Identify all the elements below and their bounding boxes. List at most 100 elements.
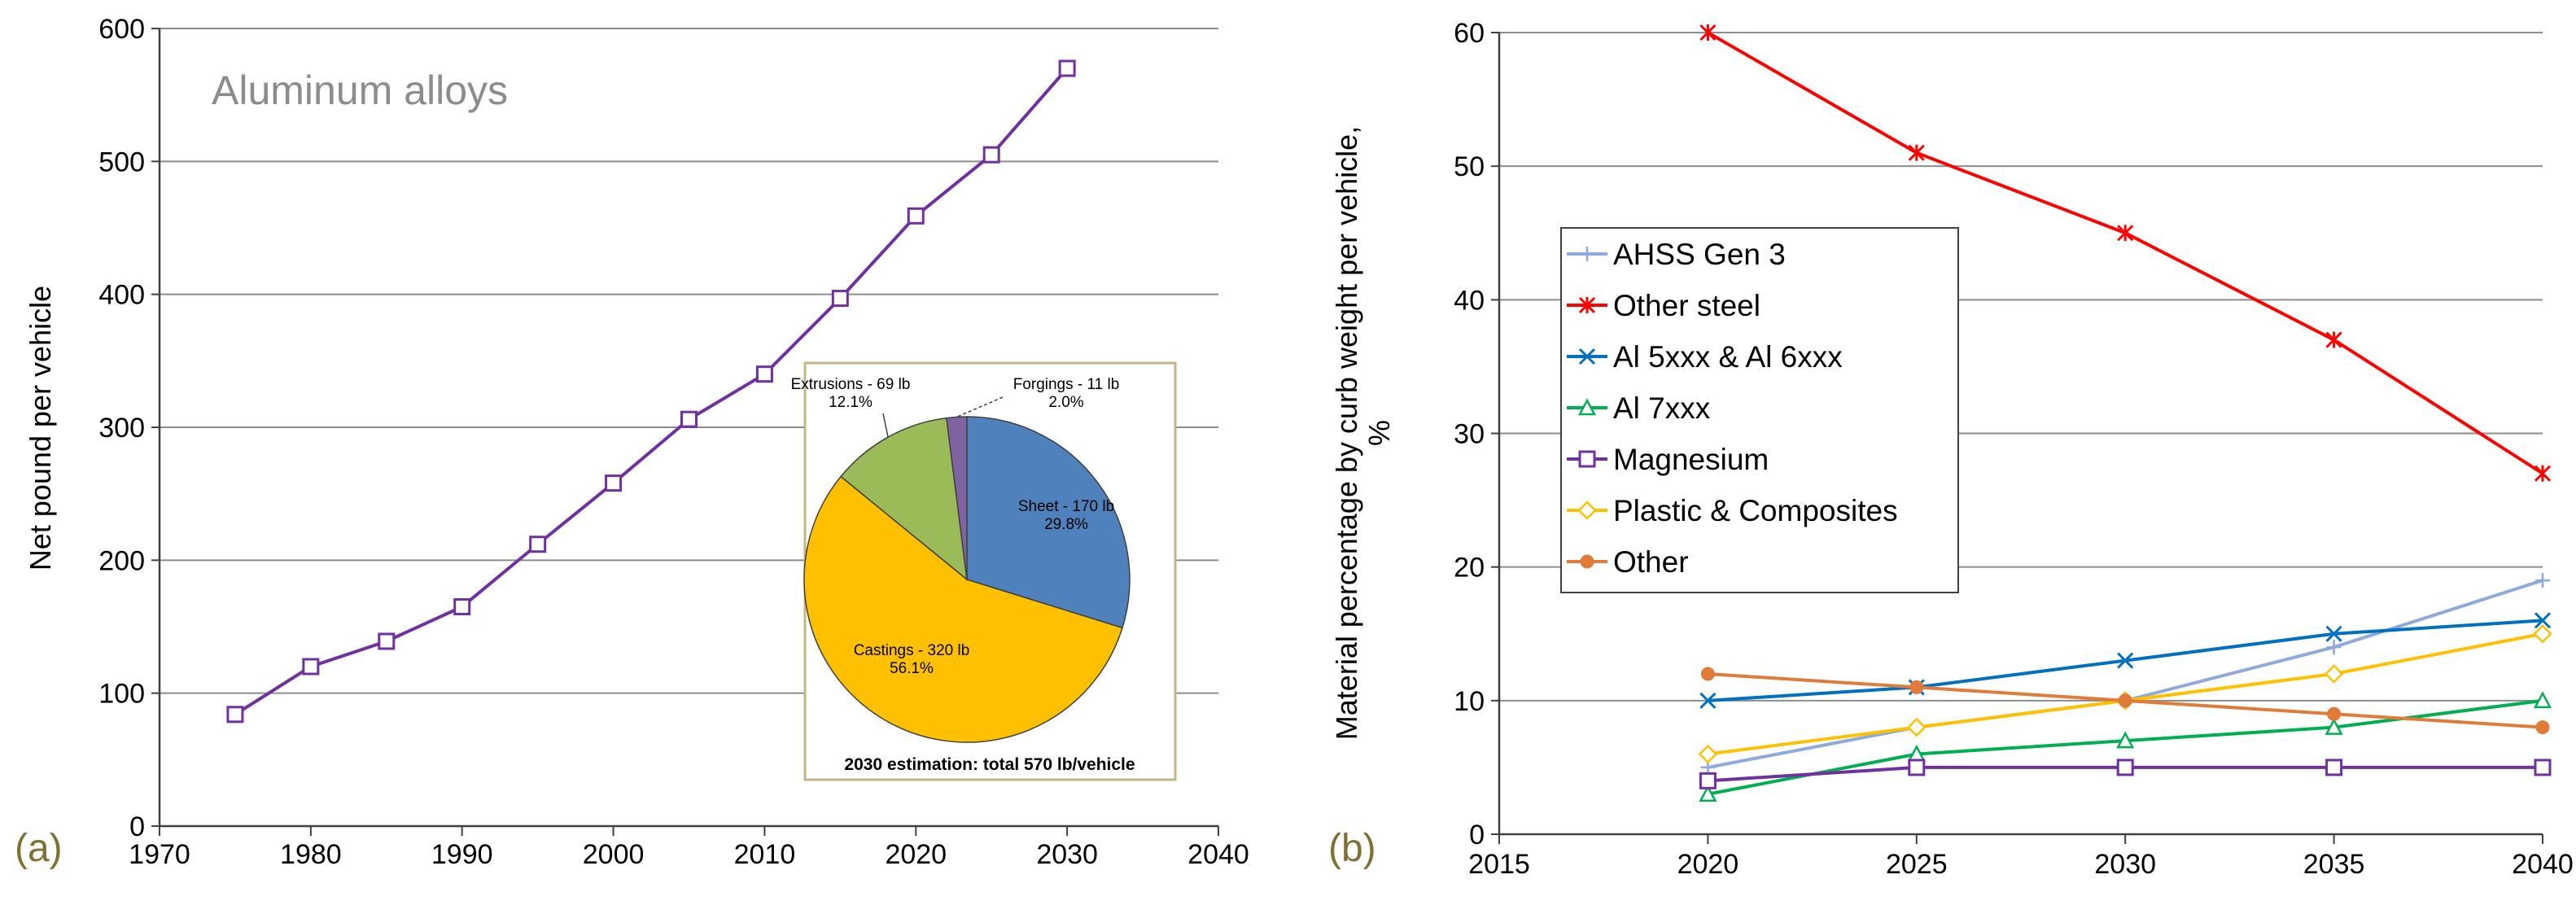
chart_data.1-x-tick-label: 2030	[2094, 849, 2156, 880]
data-point-al-5xxx-al-6xxx-shape	[2534, 612, 2552, 629]
data-point-al-5xxx-al-6xxx-shape	[2117, 652, 2134, 669]
data-point-other	[2327, 706, 2342, 721]
panel-b-y-axis-label-unit: %	[1362, 420, 1396, 446]
data-point-plastic-composites-shape	[1907, 717, 1927, 737]
data-point-other-steel	[1908, 144, 1925, 161]
pie-slice-extrusions	[840, 417, 968, 581]
data-point-other-steel-shape	[2325, 331, 2342, 348]
legend-swatch-marker-shape	[1578, 450, 1596, 468]
data-point-al-7xxx-shape	[2325, 717, 2343, 735]
data-point-aluminum-alloys-shape	[302, 658, 320, 676]
data-point-aluminum-alloys-shape	[755, 365, 773, 383]
pie-leader-forgings	[956, 396, 1004, 418]
legend-label: Al 5xxx & Al 6xxx	[1613, 340, 1843, 374]
pie-pct-extrusions: 12.1%	[829, 394, 873, 411]
legend-label: Plastic & Composites	[1613, 494, 1898, 527]
chart_data.0-x-tick-label: 1980	[280, 839, 342, 870]
data-point-other	[1700, 667, 1715, 681]
data-point-other-steel-shape	[1908, 144, 1925, 161]
pie-leader-extrusions	[882, 413, 889, 438]
data-point-magnesium-shape	[1908, 759, 1926, 776]
chart_data.0-y-tick-label: 300	[98, 413, 145, 444]
data-point-other-shape	[2327, 706, 2342, 721]
legend-label: Al 7xxx	[1613, 391, 1711, 425]
legend-swatch-marker-shape	[1577, 398, 1597, 416]
data-point-aluminum-alloys-shape	[605, 474, 623, 492]
data-point-aluminum-alloys	[680, 410, 698, 428]
legend-label: Other steel	[1613, 289, 1760, 322]
data-point-aluminum-alloys-shape	[453, 598, 471, 615]
chart_data.0-x-tick-label: 1970	[129, 839, 190, 870]
data-point-al-7xxx	[2116, 731, 2135, 749]
legend-label: Magnesium	[1613, 443, 1769, 476]
chart_data.0-y-tick-label: 100	[98, 679, 145, 710]
legend-swatch-marker	[1580, 554, 1594, 569]
data-point-magnesium	[2325, 759, 2343, 776]
chart_data.0-y-tick-label: 0	[129, 811, 145, 842]
data-point-other-shape	[1909, 680, 1924, 694]
pie-slice-forgings	[946, 416, 968, 580]
legend: AHSS Gen 3 Other steel Al 5xxx & Al 6xxx Al…	[1560, 227, 1959, 593]
data-point-aluminum-alloys-shape	[982, 146, 1000, 164]
data-point-other	[1909, 680, 1924, 694]
data-point-al-5xxx-al-6xxx-shape	[2325, 625, 2342, 642]
data-point-aluminum-alloys-shape	[529, 536, 547, 553]
series-line-aluminum-alloys	[234, 67, 1069, 716]
data-point-aluminum-alloys-shape	[831, 290, 849, 308]
data-point-ahss-gen-3-shape	[2535, 573, 2550, 588]
data-point-plastic-composites	[1907, 717, 1927, 737]
data-point-ahss-gen-3	[2326, 640, 2342, 655]
chart_data.0-x-tick-label: 2030	[1036, 839, 1098, 870]
data-point-al-5xxx-al-6xxx	[2534, 612, 2552, 629]
legend-box	[1560, 227, 1959, 593]
data-point-other-steel-shape	[2534, 465, 2552, 482]
data-point-plastic-composites	[2324, 664, 2344, 684]
data-point-al-7xxx	[2533, 691, 2552, 709]
pie-pct-sheet: 29.8%	[1044, 516, 1088, 533]
chart_data.0-x-tick-label: 1990	[431, 839, 493, 870]
data-point-aluminum-alloys	[302, 658, 320, 676]
pie-slice-castings	[803, 475, 1123, 743]
data-point-aluminum-alloys	[378, 632, 396, 650]
legend-item-magnesium: Magnesium	[1567, 443, 1769, 476]
data-point-magnesium-shape	[2325, 759, 2343, 776]
legend-swatch-marker-shape	[1578, 348, 1596, 365]
legend-swatch-marker-shape	[1580, 247, 1594, 261]
data-point-plastic-composites-shape	[1698, 744, 1718, 764]
panel-a-label: (a)	[15, 827, 63, 870]
data-point-plastic-composites-shape	[2324, 664, 2344, 684]
chart_data.1-y-tick-label: 10	[1454, 686, 1485, 717]
data-point-magnesium-shape	[2534, 759, 2552, 776]
pie-pct-forgings: 2.0%	[1048, 394, 1083, 411]
pie-slice-sheet	[966, 416, 1131, 629]
data-point-ahss-gen-3-shape	[2326, 640, 2342, 655]
data-point-magnesium-shape	[1699, 772, 1717, 789]
data-point-other	[2535, 720, 2550, 735]
data-point-al-7xxx	[2325, 717, 2343, 735]
legend-item-ahss-gen-3: AHSS Gen 3	[1567, 238, 1786, 271]
data-point-plastic-composites-shape	[2533, 623, 2552, 644]
pie-label-extrusions: Extrusions - 69 lb	[791, 376, 911, 393]
data-point-al-7xxx	[1699, 785, 1717, 802]
legend-swatch-marker-shape	[1577, 501, 1597, 520]
data-point-al-7xxx-shape	[2533, 691, 2552, 709]
data-point-plastic-composites	[1698, 744, 1718, 764]
legend-label: AHSS Gen 3	[1613, 238, 1786, 271]
panel-a-y-axis-label: Net pound per vehicle	[24, 286, 57, 571]
chart_data.0-x-tick-label: 2000	[583, 839, 645, 870]
legend-swatch-marker-shape	[1580, 554, 1594, 569]
data-point-plastic-composites	[2533, 623, 2552, 644]
chart_data.0-y-tick-label: 200	[98, 545, 145, 576]
data-point-other-steel-shape	[2117, 225, 2134, 242]
legend-item-other: Other	[1567, 545, 1689, 579]
pie-pct-castings: 56.1%	[890, 660, 934, 677]
data-point-aluminum-alloys-shape	[680, 410, 698, 428]
pie-label-forgings: Forgings - 11 lb	[1013, 376, 1120, 393]
chart_data.0-y-tick-label: 600	[98, 14, 145, 45]
legend-item-al-7xxx: Al 7xxx	[1567, 391, 1711, 425]
data-point-magnesium-shape	[2116, 759, 2134, 776]
chart_data.1-y-tick-label: 0	[1469, 820, 1485, 851]
data-point-other	[2118, 693, 2132, 708]
